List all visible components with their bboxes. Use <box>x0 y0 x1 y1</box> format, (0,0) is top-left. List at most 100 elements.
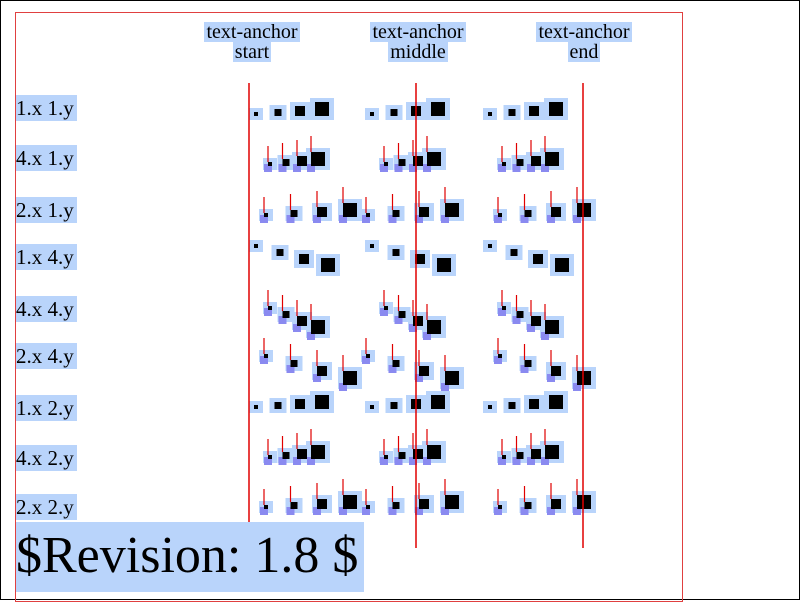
glyph <box>398 159 406 166</box>
glyph-origin-marker <box>547 215 555 223</box>
glyph <box>508 402 516 409</box>
glyph <box>524 502 532 509</box>
glyph-origin-marker <box>547 374 555 382</box>
glyph <box>488 405 492 409</box>
glyph-origin-marker <box>286 507 295 515</box>
glyph <box>321 258 335 272</box>
row-label: 2.x 2.y <box>16 494 77 520</box>
glyph-origin-marker <box>278 164 287 172</box>
glyph-origin-marker <box>362 507 370 515</box>
glyph <box>516 452 524 459</box>
row-label: 4.x 4.y <box>16 296 77 322</box>
glyph-origin-marker <box>527 457 535 465</box>
glyph <box>343 203 357 217</box>
row-label: 2.x 1.y <box>16 197 77 223</box>
glyph <box>311 320 325 334</box>
glyph-origin-marker <box>394 316 403 324</box>
glyph-origin-marker <box>547 507 555 515</box>
glyph <box>545 152 559 166</box>
glyph-origin-marker <box>264 308 272 316</box>
glyph <box>282 311 290 318</box>
column-header-line1: text-anchor <box>536 21 632 43</box>
glyph-origin-marker <box>527 324 535 332</box>
glyph-origin-marker <box>494 356 502 364</box>
glyph <box>427 445 441 459</box>
glyph <box>419 499 429 509</box>
glyph <box>315 102 329 116</box>
glyph-origin-marker <box>380 164 388 172</box>
column-header-start: text-anchor start <box>190 22 314 62</box>
glyph <box>282 452 290 459</box>
glyph-origin-marker <box>362 356 370 364</box>
glyph <box>551 207 561 217</box>
row-label: 1.x 1.y <box>16 95 77 121</box>
row-label: 1.x 2.y <box>16 395 77 421</box>
glyph-origin-marker <box>339 383 347 391</box>
glyph-origin-marker <box>541 164 549 172</box>
glyph-origin-marker <box>494 507 502 515</box>
glyph <box>531 316 541 326</box>
glyph-origin-marker <box>278 457 287 465</box>
glyph <box>431 102 445 116</box>
glyph <box>370 405 374 409</box>
glyph-origin-marker <box>339 215 347 223</box>
column-header-line2: middle <box>388 41 448 63</box>
glyph-origin-marker <box>286 365 295 373</box>
glyph-origin-marker <box>293 324 301 332</box>
glyph-origin-marker <box>264 164 272 172</box>
glyph <box>366 505 370 509</box>
glyph-origin-marker <box>260 215 268 223</box>
glyph-origin-marker <box>498 457 506 465</box>
glyph <box>317 207 327 217</box>
row-label: 4.x 2.y <box>16 445 77 471</box>
glyph <box>317 366 327 376</box>
glyph <box>502 162 506 166</box>
glyph-origin-marker <box>394 457 403 465</box>
glyph <box>415 254 425 264</box>
glyph <box>384 306 388 310</box>
glyph <box>502 306 506 310</box>
glyph <box>398 452 406 459</box>
glyph-origin-marker <box>362 215 370 223</box>
glyph <box>290 502 298 509</box>
glyph-origin-marker <box>423 332 431 340</box>
glyph <box>297 316 307 326</box>
glyph-origin-marker <box>423 164 431 172</box>
glyph <box>516 159 524 166</box>
glyph-origin-marker <box>313 215 321 223</box>
glyph <box>295 399 305 409</box>
glyph <box>317 499 327 509</box>
glyph-origin-marker <box>441 507 449 515</box>
glyph-origin-marker <box>307 332 315 340</box>
glyph <box>545 320 559 334</box>
glyph <box>282 159 290 166</box>
glyph <box>533 254 543 264</box>
glyph <box>366 354 370 358</box>
column-header-line1: text-anchor <box>204 21 300 43</box>
glyph-origin-marker <box>409 324 417 332</box>
glyph <box>264 505 268 509</box>
glyph <box>390 109 398 116</box>
row-label: 1.x 4.y <box>16 244 77 270</box>
glyph <box>274 402 282 409</box>
glyph-origin-marker <box>415 215 423 223</box>
glyph <box>551 366 561 376</box>
glyph <box>390 402 398 409</box>
glyph <box>370 244 374 248</box>
glyph <box>299 254 309 264</box>
glyph <box>413 156 423 166</box>
glyph-origin-marker <box>307 164 315 172</box>
glyph-origin-marker <box>313 507 321 515</box>
glyph-origin-marker <box>441 383 449 391</box>
glyph <box>264 354 268 358</box>
glyph <box>445 371 459 385</box>
glyph <box>274 109 282 116</box>
glyph <box>268 455 272 459</box>
glyph <box>431 395 445 409</box>
glyph <box>268 306 272 310</box>
glyph <box>419 366 429 376</box>
glyph-origin-marker <box>286 215 295 223</box>
glyph <box>577 203 591 217</box>
